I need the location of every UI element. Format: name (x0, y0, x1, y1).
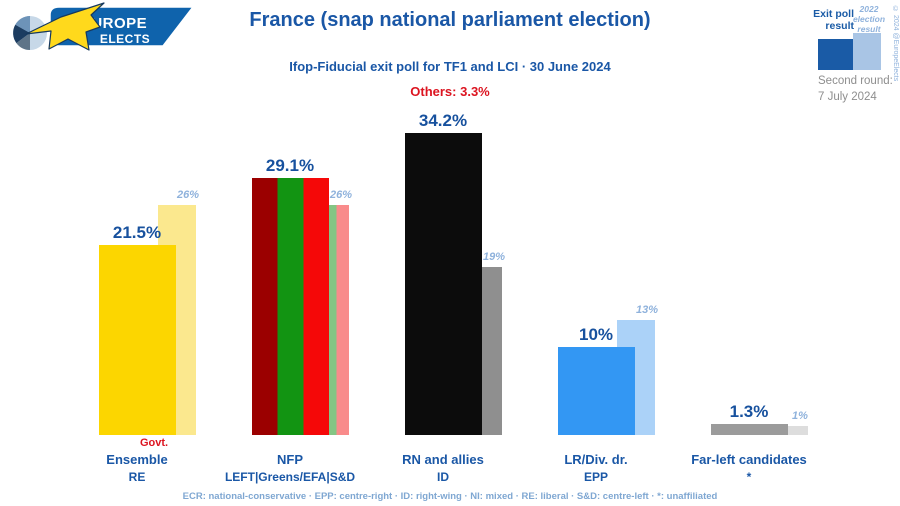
party-group-nfp: LEFT|Greens/EFA|S&D (224, 470, 356, 484)
bar-exit-poll-lr-div-dr (557, 346, 635, 435)
europe-elects-logo: EUROPE ELECTS (13, 2, 195, 51)
prev-value-label-nfp: 26% (329, 189, 353, 202)
prev-value-label-far-left-candidates: 1% (792, 410, 808, 423)
value-label-ensemble: 21.5% (112, 223, 162, 243)
bar-exit-poll-ensemble (98, 245, 176, 435)
legend-exit-poll-label: Exit poll result (813, 8, 854, 32)
party-name-nfp: NFP (277, 452, 303, 467)
value-label-nfp: 29.1% (265, 156, 315, 176)
others-value: 3.3% (460, 84, 490, 99)
second-round-date: 7 July 2024 (818, 91, 877, 103)
value-label-rn-and-allies: 34.2% (418, 111, 468, 130)
bar-exit-poll-nfp (251, 178, 329, 435)
party-name-ensemble: Ensemble (106, 452, 168, 467)
govt-note-ensemble: Govt. (139, 437, 169, 449)
others-note: Others: 3.3% (0, 84, 900, 99)
party-group-lr-div-dr: EPP (583, 470, 608, 484)
bar-exit-poll-far-left-candidates (710, 423, 788, 435)
bar-exit-poll-rn-and-allies (404, 133, 482, 435)
others-label: Others: (410, 84, 457, 99)
logo-star-icon (25, 2, 105, 51)
value-label-lr-div-dr: 10% (578, 324, 614, 344)
poll-subtitle: Ifop-Fiducial exit poll for TF1 and LCI … (289, 59, 611, 74)
legend-2022-result-swatch (853, 33, 881, 70)
page-title: France (snap national parliament electio… (249, 9, 651, 31)
bar-2022-far-left-candidates (769, 426, 808, 435)
legend-2022-result-label: 2022 election result (852, 4, 886, 34)
prev-value-label-lr-div-dr: 13% (635, 304, 659, 317)
party-group-far-left-candidates: * (746, 470, 752, 484)
party-group-rn-and-allies: ID (437, 470, 449, 484)
legend-exit-poll-swatch (818, 39, 853, 70)
value-label-far-left-candidates: 1.3% (729, 401, 769, 421)
group-abbreviation-legend: ECR: national-conservative · EPP: centre… (182, 491, 718, 502)
second-round-label: Second round: (818, 75, 893, 87)
party-group-ensemble: RE (128, 470, 146, 484)
party-name-lr-div-dr: LR/Div. dr. (564, 452, 628, 467)
party-name-far-left-candidates: Far-left candidates (691, 452, 807, 467)
prev-value-label-ensemble: 26% (176, 189, 200, 202)
second-round-note: Second round: 7 July 2024 (818, 73, 893, 105)
prev-value-label-rn-and-allies: 19% (482, 251, 506, 264)
copyright-note: © 2024 @EuropeElects (892, 6, 899, 82)
logo-text-elects: ELECTS (100, 32, 150, 46)
party-name-rn-and-allies: RN and allies (402, 452, 484, 467)
